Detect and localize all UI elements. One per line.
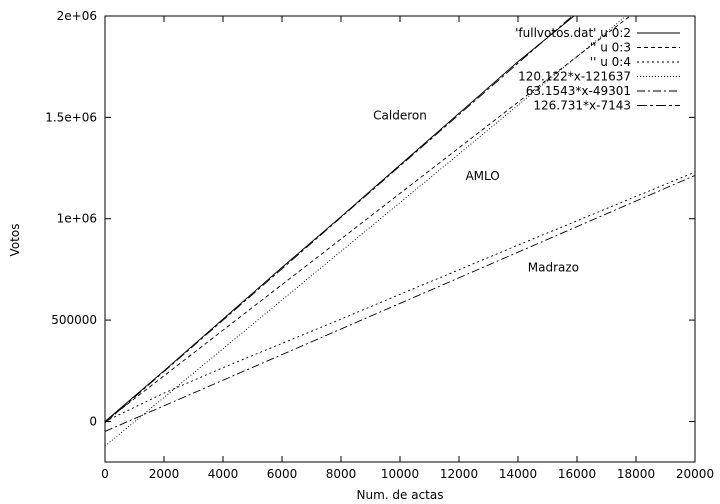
x-axis: 0 2000 4000 6000 8000 10000 12000 14000 16000 180… [101,16,714,481]
series-line-3 [105,171,695,422]
series-line-1 [105,16,575,422]
legend: 'fullvotos.dat' u 0:2'' u 0:3'' u 0:4120… [515,26,680,113]
y-tick-label: 1.5e+06 [45,110,97,124]
x-tick-label: 14000 [499,467,537,481]
legend-entry-label: 126.731*x-7143 [533,99,631,113]
x-tick-label: 8000 [326,467,357,481]
x-tick-label: 4000 [208,467,239,481]
annotations: Calderon AMLO Madrazo [373,108,579,274]
x-axis-label: Num. de actas [357,488,444,502]
x-tick-label: 0 [101,467,109,481]
legend-entry-label: '' u 0:3 [590,41,631,55]
annotation-label: Madrazo [528,260,579,274]
y-tick-label: 1e+06 [57,212,97,226]
y-axis: 0 500000 1e+06 1.5e+06 2e+06 [45,9,695,428]
x-tick-label: 20000 [676,467,714,481]
legend-entry-label: 63.1543*x-49301 [526,84,631,98]
x-tick-label: 18000 [617,467,655,481]
y-tick-label: 500000 [51,313,97,327]
x-tick-label: 2000 [149,467,180,481]
y-tick-label: 0 [89,414,97,428]
x-tick-label: 6000 [267,467,298,481]
series-line-5 [105,174,695,432]
series-layer [105,16,695,447]
y-axis-label: Votos [8,224,22,257]
annotation-label: AMLO [465,169,499,183]
x-tick-label: 16000 [558,467,596,481]
legend-entry-label: '' u 0:4 [590,55,631,69]
legend-entry-label: 'fullvotos.dat' u 0:2 [515,26,631,40]
annotation-label: Calderon [373,108,427,122]
y-tick-label: 2e+06 [57,9,97,23]
x-tick-label: 10000 [381,467,419,481]
legend-entry-label: 120.122*x-121637 [518,70,631,84]
x-tick-label: 12000 [440,467,478,481]
